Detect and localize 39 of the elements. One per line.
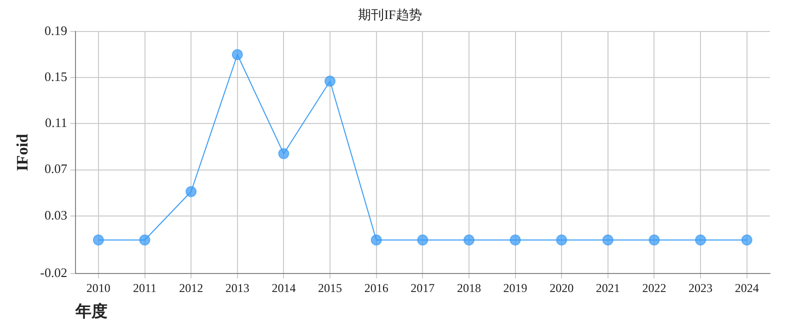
x-axis-title: 年度 [74, 302, 108, 321]
x-tick-label: 2011 [132, 280, 157, 295]
x-tick-label: 2020 [550, 280, 574, 295]
x-tick-label: 2019 [503, 280, 528, 295]
y-tick-label: 0.03 [44, 207, 68, 222]
point [232, 49, 243, 60]
point [648, 234, 660, 246]
x-tick-label: 2024 [734, 280, 759, 295]
point [417, 234, 428, 246]
x-tick-label: 2022 [642, 280, 666, 295]
x-tick-label: 2018 [456, 280, 481, 295]
y-tick-label: 0.11 [45, 115, 68, 130]
point [278, 148, 290, 160]
x-tick-label: 2016 [364, 280, 388, 295]
point [602, 234, 614, 246]
y-tick-label: 0.15 [44, 69, 68, 84]
point [92, 234, 104, 246]
point [370, 234, 382, 246]
x-tick-label: 2015 [318, 280, 342, 295]
y-tick-label: 0.07 [44, 161, 68, 176]
x-tick-label: 2023 [688, 280, 713, 295]
point [463, 234, 474, 246]
x-tick-label: 2017 [410, 280, 435, 295]
point [695, 234, 706, 246]
point [741, 234, 752, 246]
x-tick-label: 2013 [225, 280, 250, 295]
point [324, 76, 336, 87]
point [186, 186, 197, 198]
y-tick-label: 0.19 [44, 23, 68, 38]
point [510, 234, 521, 246]
point [139, 234, 150, 246]
x-tick-label: 2012 [179, 280, 204, 295]
y-tick-label: -0.02 [40, 264, 68, 280]
chart-title: 期刊IF趋势 [358, 7, 422, 22]
x-tick-label: 2010 [86, 280, 110, 295]
x-tick-label: 2021 [596, 280, 620, 295]
point [556, 234, 568, 246]
y-axis-title: IFoid [14, 134, 32, 172]
x-tick-label: 2014 [272, 280, 296, 295]
